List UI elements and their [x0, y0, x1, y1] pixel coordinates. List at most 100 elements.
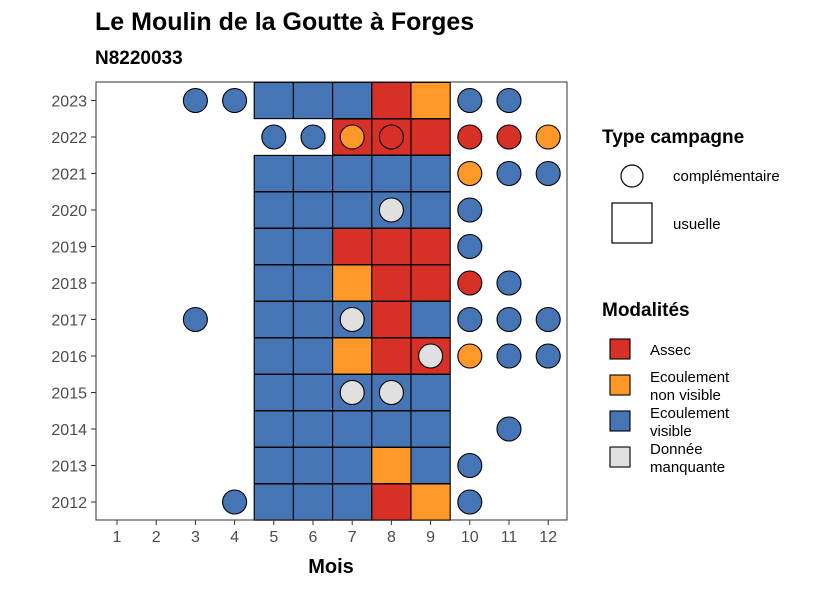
x-tick-label: 4	[230, 529, 239, 546]
point-2021-12	[535, 160, 561, 187]
x-axis-title: Mois	[308, 556, 354, 578]
tile-2018-7	[332, 264, 373, 302]
point-2022-12	[535, 124, 561, 150]
x-tick-label: 12	[539, 529, 557, 546]
tile-2019-7	[332, 227, 373, 266]
x-tick-label: 2	[152, 529, 161, 546]
y-tick-label: 2017	[51, 313, 87, 330]
point-2015-8	[378, 379, 404, 406]
tile-2012-9	[410, 483, 451, 521]
point-2020-10	[457, 197, 483, 223]
chart-subtitle: N8220033	[95, 48, 183, 69]
point-2022-7	[339, 124, 365, 150]
tile-2013-5	[253, 446, 294, 485]
tile-2021-6	[292, 154, 334, 193]
point-2014-11	[496, 416, 522, 442]
point-2021-11	[496, 160, 522, 187]
point-2013-10	[457, 452, 483, 479]
tile-2015-6	[292, 373, 334, 412]
point-2017-7	[339, 306, 365, 333]
tile-2016-7	[332, 337, 373, 375]
legend-swatch-N	[609, 374, 631, 396]
tile-2012-6	[292, 483, 334, 521]
tile-2020-7	[332, 191, 373, 229]
tile-2019-8	[371, 227, 412, 266]
point-2017-3	[182, 306, 208, 333]
y-tick-label: 2016	[51, 349, 87, 366]
tile-2013-9	[410, 446, 451, 485]
tile-2018-5	[253, 264, 294, 302]
legend-label: Assec	[650, 342, 691, 359]
tile-2015-5	[253, 373, 294, 412]
tile-2023-7	[332, 81, 373, 120]
point-2015-7	[339, 379, 365, 406]
point-2022-5	[261, 124, 287, 150]
tile-2014-7	[332, 410, 373, 448]
tile-2017-5	[253, 300, 294, 339]
legend-label-line2: non visible	[650, 387, 721, 404]
chart-title: Le Moulin de la Goutte à Forges	[95, 8, 474, 36]
tile-2016-5	[253, 337, 294, 375]
tile-2019-5	[253, 227, 294, 266]
legend-label-line2: visible	[650, 423, 692, 440]
point-2018-11	[496, 270, 522, 296]
y-tick-label: 2019	[51, 240, 87, 257]
legend-circle-swatch	[620, 164, 644, 188]
tile-2018-9	[410, 264, 451, 302]
legend-usuelle-label: usuelle	[673, 216, 721, 233]
x-tick-label: 8	[387, 529, 396, 546]
point-2023-3	[182, 87, 208, 114]
plot-area: 2012 2013 2014 2015 2016 2017 2018 2019 2020 2021…	[51, 81, 568, 546]
point-2016-11	[496, 343, 522, 369]
tile-2021-8	[371, 154, 412, 193]
tile-2018-6	[292, 264, 334, 302]
y-tick-label: 2022	[51, 130, 87, 147]
legend-label-line2: manquante	[650, 459, 725, 476]
y-tick-label: 2014	[51, 422, 87, 439]
tile-2013-6	[292, 446, 334, 485]
tile-2012-8	[371, 483, 412, 521]
legend-label-line1: Ecoulement	[650, 369, 730, 386]
x-tick-label: 5	[269, 529, 278, 546]
point-2022-11	[496, 124, 522, 150]
point-2021-10	[457, 160, 483, 187]
point-2023-10	[457, 87, 483, 114]
point-2022-6	[300, 124, 326, 150]
y-tick-label: 2012	[51, 495, 87, 512]
tile-2022-9	[410, 118, 451, 156]
point-2019-10	[457, 233, 483, 260]
y-tick-label: 2020	[51, 203, 87, 220]
point-2017-11	[496, 306, 522, 333]
tile-2016-6	[292, 337, 334, 375]
point-2012-4	[222, 489, 248, 515]
tile-2019-9	[410, 227, 451, 266]
x-tick-label: 6	[309, 529, 318, 546]
y-tick-label: 2018	[51, 276, 87, 293]
tile-2021-7	[332, 154, 373, 193]
tile-2012-5	[253, 483, 294, 521]
tile-2019-6	[292, 227, 334, 266]
tile-2017-6	[292, 300, 334, 339]
legend-modalites-title: Modalités	[602, 300, 690, 321]
tile-2023-9	[410, 81, 451, 120]
x-tick-label: 7	[348, 529, 357, 546]
tile-2017-9	[410, 300, 451, 339]
x-tick-label: 1	[113, 529, 122, 546]
point-2016-10	[457, 343, 483, 369]
tile-2013-8	[371, 446, 412, 485]
tile-2012-7	[332, 483, 373, 521]
point-2020-8	[378, 197, 404, 223]
point-2022-8	[378, 124, 404, 150]
y-tick-label: 2013	[51, 459, 87, 476]
point-2012-10	[457, 489, 483, 515]
point-2017-10	[457, 306, 483, 333]
tile-2023-6	[292, 81, 334, 120]
point-2023-4	[222, 87, 248, 114]
tile-2014-9	[410, 410, 451, 448]
legend-swatch-V	[609, 410, 631, 432]
point-2016-9	[418, 343, 444, 369]
legend-label-line1: Donnée	[650, 441, 703, 458]
legend-label-line1: Ecoulement	[650, 405, 730, 422]
